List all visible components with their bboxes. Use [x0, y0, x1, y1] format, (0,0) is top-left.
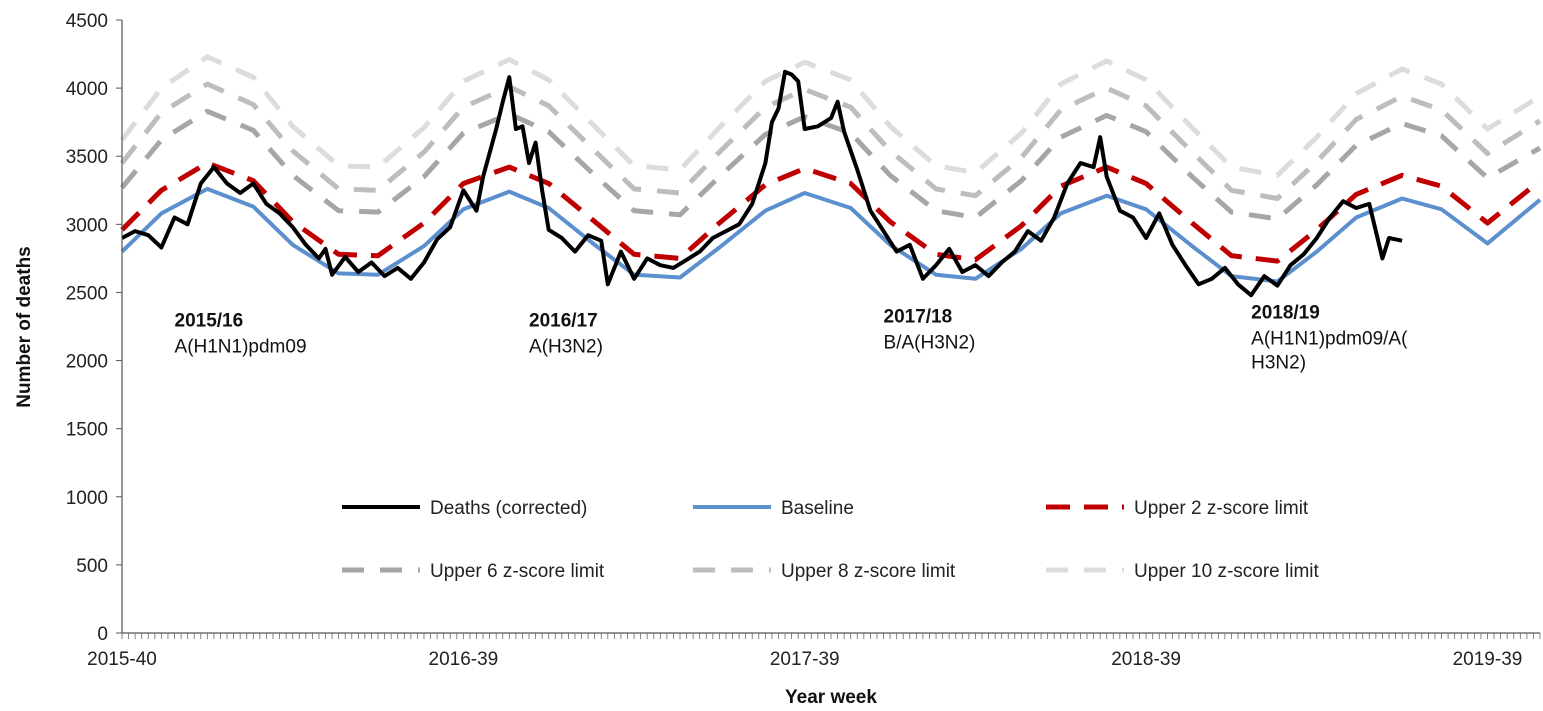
legend-label-z8: Upper 8 z-score limit: [781, 561, 956, 582]
season-label: 2016/17: [529, 311, 598, 332]
y-axis-title: Number of deaths: [14, 246, 35, 408]
y-tick-label: 4500: [66, 11, 108, 32]
season-strain: H3N2): [1251, 352, 1306, 373]
season-strain: A(H3N2): [529, 337, 603, 358]
y-tick-label: 4000: [66, 79, 108, 100]
season-strain: A(H1N1)pdm09: [175, 337, 307, 358]
legend: Deaths (corrected) Baseline Upper 2 z-scor…: [342, 498, 1319, 582]
y-tick-label: 2500: [66, 283, 108, 304]
legend-label-deaths: Deaths (corrected): [430, 498, 587, 519]
y-tick-label: 3500: [66, 147, 108, 168]
legend-label-z2: Upper 2 z-score limit: [1134, 498, 1309, 519]
season-annotations: 2015/16 A(H1N1)pdm09 2016/17 A(H3N2) 2017/18…: [175, 302, 1409, 373]
axes: [121, 20, 1541, 639]
x-axis-tick-labels: 2015-40 2016-39 2017-39 2018-39 2019-39: [87, 649, 1522, 670]
y-tick-label: 2000: [66, 352, 108, 373]
legend-label-z6: Upper 6 z-score limit: [430, 561, 605, 582]
x-tick-label: 2016-39: [429, 649, 499, 670]
season-strain: A(H1N1)pdm09/A(: [1251, 328, 1408, 349]
y-tick-label: 1500: [66, 420, 108, 441]
series-line-deaths: [121, 69, 1403, 298]
series-line-z8: [120, 81, 1542, 201]
y-axis-tick-labels: 0 500 1000 1500 2000 2500 3000 3500 4000 4500: [66, 11, 122, 645]
y-tick-label: 500: [76, 556, 108, 577]
legend-label-baseline: Baseline: [781, 498, 854, 519]
y-tick-label: 1000: [66, 488, 108, 509]
series-line-z6: [120, 108, 1542, 222]
series-line-z10: [120, 54, 1542, 178]
x-tick-label: 2015-40: [87, 649, 157, 670]
series-lines: [120, 54, 1542, 298]
season-label: 2015/16: [175, 311, 244, 332]
y-tick-label: 3000: [66, 215, 108, 236]
x-tick-label: 2017-39: [770, 649, 840, 670]
series-line-z2: [120, 160, 1542, 264]
plot-area: 0 500 1000 1500 2000 2500 3000 3500 4000 4500 201…: [66, 11, 1542, 670]
season-label: 2017/18: [884, 306, 953, 327]
legend-label-z10: Upper 10 z-score limit: [1134, 561, 1319, 582]
x-axis-title: Year week: [785, 687, 877, 708]
series-line-baseline: [120, 186, 1542, 284]
y-tick-label: 0: [97, 624, 108, 645]
season-strain: B/A(H3N2): [884, 332, 976, 353]
season-label: 2018/19: [1251, 302, 1320, 323]
x-tick-label: 2019-39: [1453, 649, 1523, 670]
x-tick-label: 2018-39: [1111, 649, 1181, 670]
